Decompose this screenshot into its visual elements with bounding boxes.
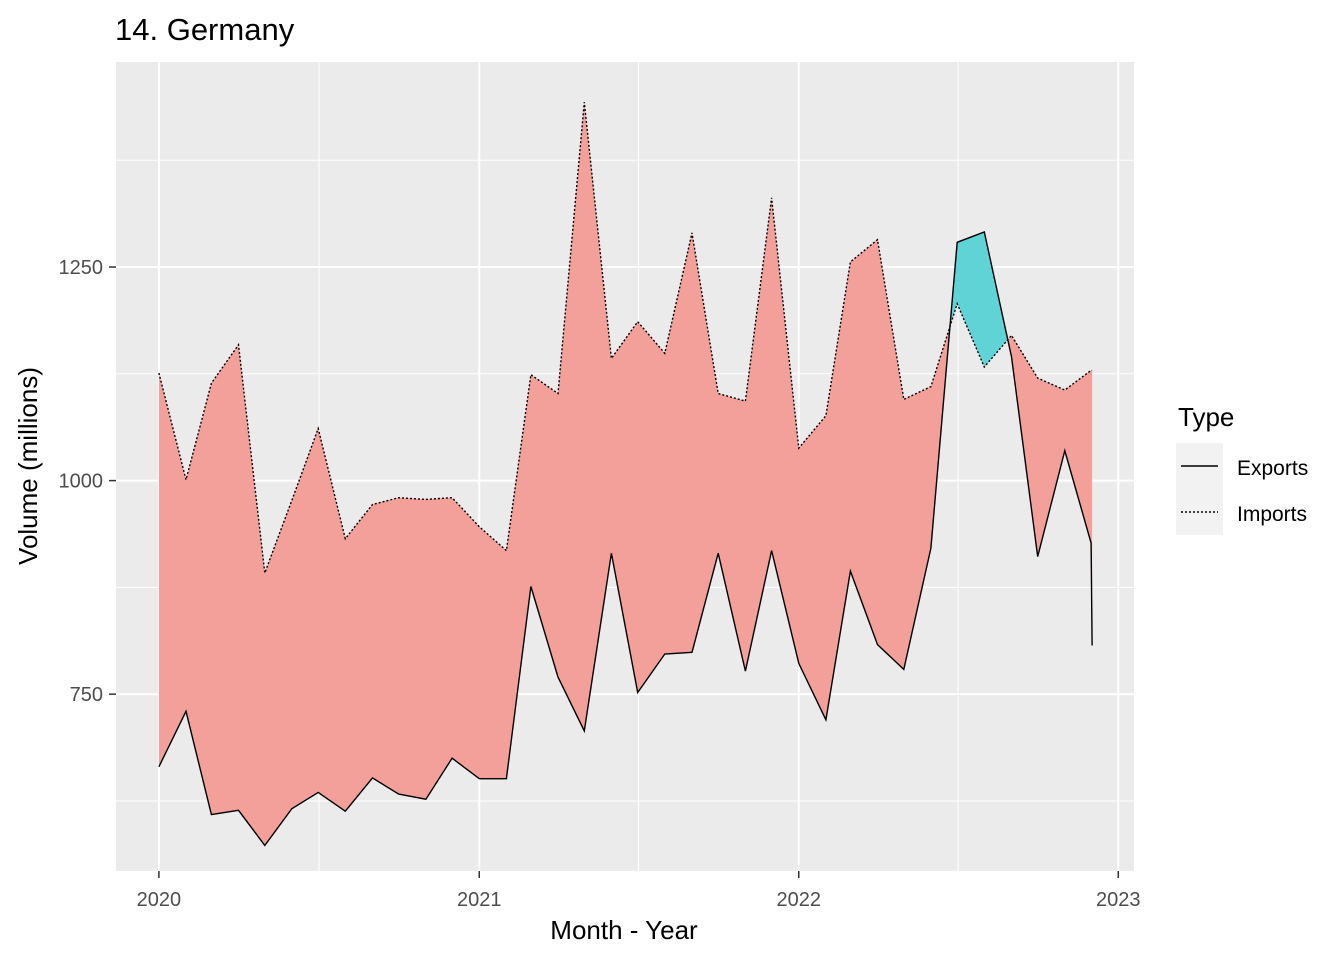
- y-tick-label: 1250: [59, 257, 104, 279]
- ribbon-imports-above: [158, 102, 950, 846]
- legend: Type Exports Imports: [1176, 402, 1308, 535]
- legend-label-exports: Exports: [1237, 457, 1308, 480]
- y-tick-label: 1000: [59, 471, 104, 493]
- y-tick-label: 750: [70, 684, 103, 706]
- series-line-exports: [158, 231, 1093, 847]
- legend-key-bg-imports: [1176, 489, 1223, 535]
- ribbon-imports-above: [1007, 335, 1093, 646]
- x-tick-label: 2023: [1096, 889, 1141, 911]
- ribbon-exports-above: [949, 232, 1008, 367]
- legend-title: Type: [1178, 402, 1234, 432]
- x-tick-label: 2022: [777, 889, 822, 911]
- legend-label-imports: Imports: [1237, 503, 1307, 526]
- x-tick-label: 2021: [457, 889, 502, 911]
- y-axis: 750 1000 1250: [59, 257, 116, 706]
- chart-title: 14. Germany: [115, 12, 295, 47]
- y-axis-title: Volume (millions): [13, 367, 43, 565]
- lines: [158, 102, 1093, 847]
- x-axis: 2020 2021 2022 2023: [137, 871, 1141, 911]
- series-line-imports: [158, 102, 1093, 574]
- ribbons: [158, 102, 1093, 846]
- x-tick-label: 2020: [137, 889, 182, 911]
- x-axis-title: Month - Year: [550, 915, 698, 945]
